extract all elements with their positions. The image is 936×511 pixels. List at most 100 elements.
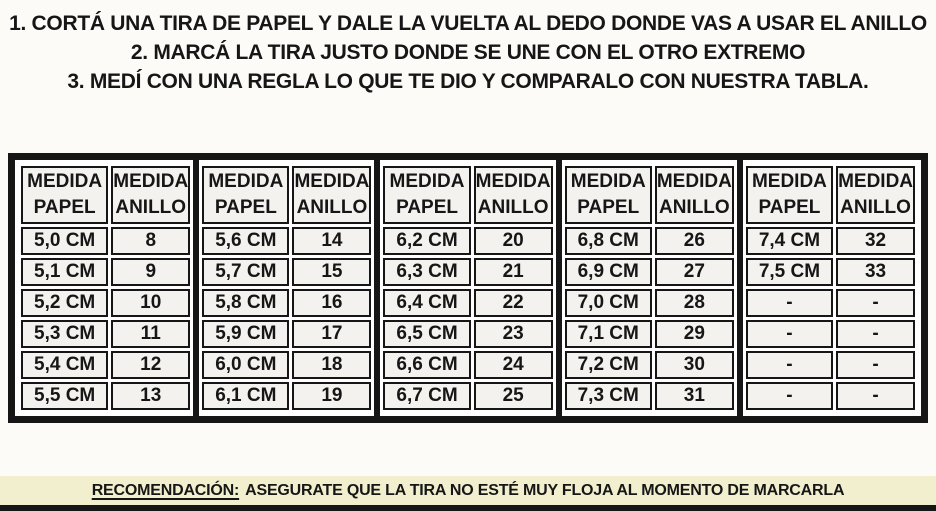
paper-measure-cell: -	[745, 320, 834, 348]
ring-size-header: MEDIDA ANILLO	[654, 166, 734, 224]
ring-size-cell: 21	[473, 258, 553, 286]
recommendation-text: ASEGURATE QUE LA TIRA NO ESTÉ MUY FLOJA …	[245, 481, 845, 499]
ring-size-cell: 11	[111, 320, 191, 348]
ring-size-cell: 25	[473, 382, 553, 410]
ring-size-cell: 28	[654, 289, 734, 317]
table-row: --	[745, 320, 916, 348]
group-divider	[736, 160, 743, 416]
ring-size-cell: 12	[111, 351, 191, 379]
ring-size-cell: 29	[654, 320, 734, 348]
group-divider	[374, 160, 381, 416]
table-row: 7,1 CM 29	[564, 320, 734, 348]
ring-size-cell: 19	[292, 382, 372, 410]
size-table-group: MEDIDA PAPEL MEDIDA ANILLO 5,0 CM 8 5,1 C…	[18, 163, 193, 413]
paper-measure-cell: 6,9 CM	[564, 258, 652, 286]
header-line: PAPEL	[758, 197, 821, 218]
paper-measure-cell: 6,7 CM	[383, 382, 471, 410]
table-row: 6,5 CM 23	[383, 320, 553, 348]
header-line: ANILLO	[658, 197, 730, 218]
ring-size-cell: 13	[111, 382, 191, 410]
ring-size-cell: 26	[654, 227, 734, 255]
table-row: 7,3 CM 31	[564, 382, 734, 410]
table-row: 7,2 CM 30	[564, 351, 734, 379]
table-row: 5,0 CM 8	[21, 227, 191, 255]
header-line: MEDIDA	[389, 171, 465, 192]
paper-measure-header: MEDIDA PAPEL	[745, 166, 834, 224]
table-row: 6,4 CM 22	[383, 289, 553, 317]
paper-measure-cell: 5,9 CM	[202, 320, 290, 348]
ring-size-cell: 33	[836, 258, 916, 286]
paper-measure-cell: 5,3 CM	[21, 320, 109, 348]
paper-measure-cell: 7,4 CM	[745, 227, 834, 255]
ring-size-cell: 14	[292, 227, 372, 255]
table-row: 5,7 CM 15	[202, 258, 372, 286]
header-line: MEDIDA	[570, 171, 646, 192]
instruction-line-2: 2. MARCÁ LA TIRA JUSTO DONDE SE UNE CON …	[130, 41, 806, 64]
ring-size-cell: 30	[654, 351, 734, 379]
header-line: PAPEL	[396, 197, 458, 218]
table-row: 5,4 CM 12	[21, 351, 191, 379]
table-row: 5,3 CM 11	[21, 320, 191, 348]
header-line: MEDIDA	[208, 171, 284, 192]
paper-measure-cell: -	[745, 382, 834, 410]
recommendation-strip: RECOMENDACIÓN: ASEGURATE QUE LA TIRA NO …	[0, 476, 936, 505]
paper-measure-cell: 7,3 CM	[564, 382, 652, 410]
header-line: MEDIDA	[113, 171, 189, 192]
paper-measure-header: MEDIDA PAPEL	[21, 166, 109, 224]
table-row: 6,2 CM 20	[383, 227, 553, 255]
ring-size-cell: -	[836, 351, 916, 379]
header-line: ANILLO	[115, 197, 187, 218]
ring-size-header: MEDIDA ANILLO	[473, 166, 553, 224]
header-line: MEDIDA	[751, 171, 827, 192]
ring-size-cell: 15	[292, 258, 372, 286]
paper-measure-cell: -	[745, 289, 834, 317]
paper-measure-cell: 5,6 CM	[202, 227, 290, 255]
instruction-line-3: 3. MEDÍ CON UNA REGLA LO QUE TE DIO Y CO…	[67, 70, 869, 93]
paper-measure-cell: 6,1 CM	[202, 382, 290, 410]
header-line: PAPEL	[33, 197, 96, 218]
paper-measure-cell: 7,5 CM	[745, 258, 834, 286]
ring-size-cell: 18	[292, 351, 372, 379]
ring-size-cell: 22	[473, 289, 553, 317]
size-table-group: MEDIDA PAPEL MEDIDA ANILLO 5,6 CM 14 5,7 …	[199, 163, 374, 413]
paper-measure-cell: 5,1 CM	[21, 258, 109, 286]
ring-size-header: MEDIDA ANILLO	[292, 166, 372, 224]
paper-measure-cell: 6,2 CM	[383, 227, 471, 255]
paper-measure-header: MEDIDA PAPEL	[383, 166, 471, 224]
ring-size-cell: 32	[836, 227, 916, 255]
header-line: MEDIDA	[475, 171, 551, 192]
paper-measure-cell: -	[745, 351, 834, 379]
paper-measure-cell: 6,8 CM	[564, 227, 652, 255]
header-line: PAPEL	[577, 197, 640, 218]
ring-size-cell: -	[836, 320, 916, 348]
table-row: --	[745, 351, 916, 379]
table-row: 6,7 CM 25	[383, 382, 553, 410]
paper-measure-cell: 5,5 CM	[21, 382, 109, 410]
paper-measure-cell: 6,0 CM	[202, 351, 290, 379]
ring-size-cell: 27	[654, 258, 734, 286]
table-row: 5,5 CM 13	[21, 382, 191, 410]
paper-measure-cell: 5,4 CM	[21, 351, 109, 379]
header-line: ANILLO	[477, 197, 549, 218]
ring-size-header: MEDIDA ANILLO	[836, 166, 916, 224]
ring-size-cell: 20	[473, 227, 553, 255]
table-row: 6,8 CM 26	[564, 227, 734, 255]
ring-size-cell: 8	[111, 227, 191, 255]
table-row: 7,5 CM 33	[745, 258, 916, 286]
size-table-group: MEDIDA PAPEL MEDIDA ANILLO 6,8 CM 26 6,9 …	[562, 163, 737, 413]
paper-measure-cell: 6,3 CM	[383, 258, 471, 286]
table-row: 5,1 CM 9	[21, 258, 191, 286]
group-divider	[555, 160, 562, 416]
ring-size-cell: 17	[292, 320, 372, 348]
paper-measure-cell: 7,1 CM	[564, 320, 652, 348]
size-table-group: MEDIDA PAPEL MEDIDA ANILLO 7,4 CM 32 7,5 …	[743, 163, 918, 413]
paper-measure-cell: 7,0 CM	[564, 289, 652, 317]
header-line: ANILLO	[296, 197, 368, 218]
paper-measure-cell: 6,4 CM	[383, 289, 471, 317]
header-line: PAPEL	[214, 197, 277, 218]
ring-size-cell: 9	[111, 258, 191, 286]
paper-measure-cell: 6,5 CM	[383, 320, 471, 348]
table-row: 6,9 CM 27	[564, 258, 734, 286]
group-divider	[193, 160, 200, 416]
recommendation-label: RECOMENDACIÓN:	[91, 481, 240, 499]
